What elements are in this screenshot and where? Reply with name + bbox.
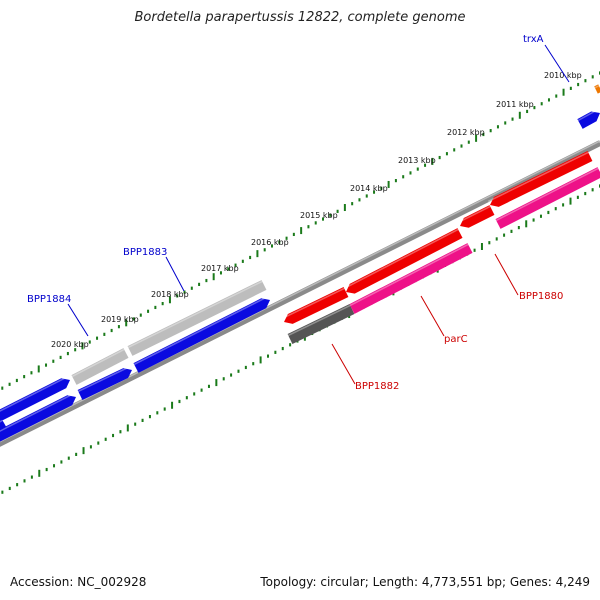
gene-blue-lower-3[interactable] bbox=[133, 298, 270, 373]
callout-line bbox=[494, 253, 519, 296]
gene-highlight bbox=[281, 287, 345, 320]
gene-highlight bbox=[487, 151, 589, 203]
kbp-label: 2012 kbp bbox=[447, 128, 485, 137]
gene-highlight bbox=[133, 295, 269, 366]
kbp-label: 2020 kbp bbox=[51, 340, 89, 349]
gene-highlight bbox=[495, 167, 599, 222]
gene-trxA-blue[interactable] bbox=[577, 111, 600, 129]
map-title: Bordetella parapertussis 12822, complete… bbox=[134, 10, 466, 25]
gene-highlight bbox=[287, 304, 351, 337]
genome-backbone bbox=[0, 140, 600, 447]
kbp-tick-labels: 2010 kbp 2011 kbp 2012 kbp 2013 kbp 2014… bbox=[51, 71, 582, 349]
gene-highlight bbox=[0, 419, 3, 423]
callout-line bbox=[420, 295, 445, 337]
gene-label-BPP1882[interactable]: BPP1882 bbox=[355, 381, 399, 392]
gene-label-BPP1883[interactable]: BPP1883 bbox=[123, 247, 167, 258]
gene-BPP1882-dark[interactable] bbox=[287, 304, 355, 344]
gene-highlight bbox=[594, 85, 600, 89]
kbp-label: 2014 kbp bbox=[350, 184, 388, 193]
kbp-label: 2013 kbp bbox=[398, 156, 436, 165]
gene-highlight bbox=[343, 228, 459, 290]
gene-BPP1883-grey[interactable] bbox=[127, 280, 267, 356]
gene-BPP1884-grey[interactable] bbox=[71, 348, 129, 385]
gene-parC-pink[interactable] bbox=[349, 243, 473, 314]
kbp-label: 2011 kbp bbox=[496, 100, 534, 109]
tick-tracks bbox=[1, 71, 600, 494]
kbp-label: 2019 kbp bbox=[101, 315, 139, 324]
gene-highlight bbox=[71, 348, 125, 378]
callout-line bbox=[544, 44, 570, 83]
gene-BPP1882-red[interactable] bbox=[284, 287, 349, 324]
gene-highlight bbox=[127, 280, 263, 349]
gene-label-trxA[interactable]: trxA bbox=[523, 34, 544, 45]
accession-text: Accession: NC_002928 bbox=[10, 575, 147, 589]
gene-highlight bbox=[77, 365, 131, 393]
genome-summary-text: Topology: circular; Length: 4,773,551 bp… bbox=[260, 575, 590, 589]
gene-red-4[interactable] bbox=[490, 151, 593, 207]
gene-red-3[interactable] bbox=[460, 205, 495, 228]
gene-label-BPP1880[interactable]: BPP1880 bbox=[519, 291, 563, 302]
kbp-label: 2017 kbp bbox=[201, 264, 239, 273]
gene-highlight bbox=[0, 392, 75, 432]
gene-orange[interactable] bbox=[594, 84, 600, 94]
gene-highlight bbox=[577, 108, 599, 122]
callout-line bbox=[331, 343, 356, 385]
kbp-label: 2016 kbp bbox=[251, 238, 289, 247]
gene-highlight bbox=[457, 205, 491, 224]
gene-blue-lower-edge[interactable] bbox=[0, 419, 7, 432]
kbp-label: 2010 kbp bbox=[544, 71, 582, 80]
gene-label-BPP1884[interactable]: BPP1884 bbox=[27, 294, 71, 305]
gene-label-parC[interactable]: parC bbox=[444, 334, 468, 345]
gene-blue-lower-1[interactable] bbox=[0, 395, 76, 443]
callout-line bbox=[67, 303, 89, 337]
gene-highlight bbox=[0, 375, 69, 412]
gene-highlight bbox=[349, 243, 469, 307]
kbp-label: 2018 kbp bbox=[151, 290, 189, 299]
gene-blue-lower-2[interactable] bbox=[77, 368, 132, 400]
genome-backbone-highlight bbox=[0, 140, 600, 443]
gene-parC-red[interactable] bbox=[346, 228, 463, 294]
gene-BPP1880-pink[interactable] bbox=[495, 167, 600, 229]
kbp-label: 2015 kbp bbox=[300, 211, 338, 220]
callout-line bbox=[165, 256, 185, 292]
gene-blue-upper-1[interactable] bbox=[0, 378, 70, 423]
gene-track bbox=[0, 84, 600, 442]
gene-label-callouts: trxA BPP1883 BPP1884 BPP1880 parC BPP188… bbox=[27, 34, 570, 392]
